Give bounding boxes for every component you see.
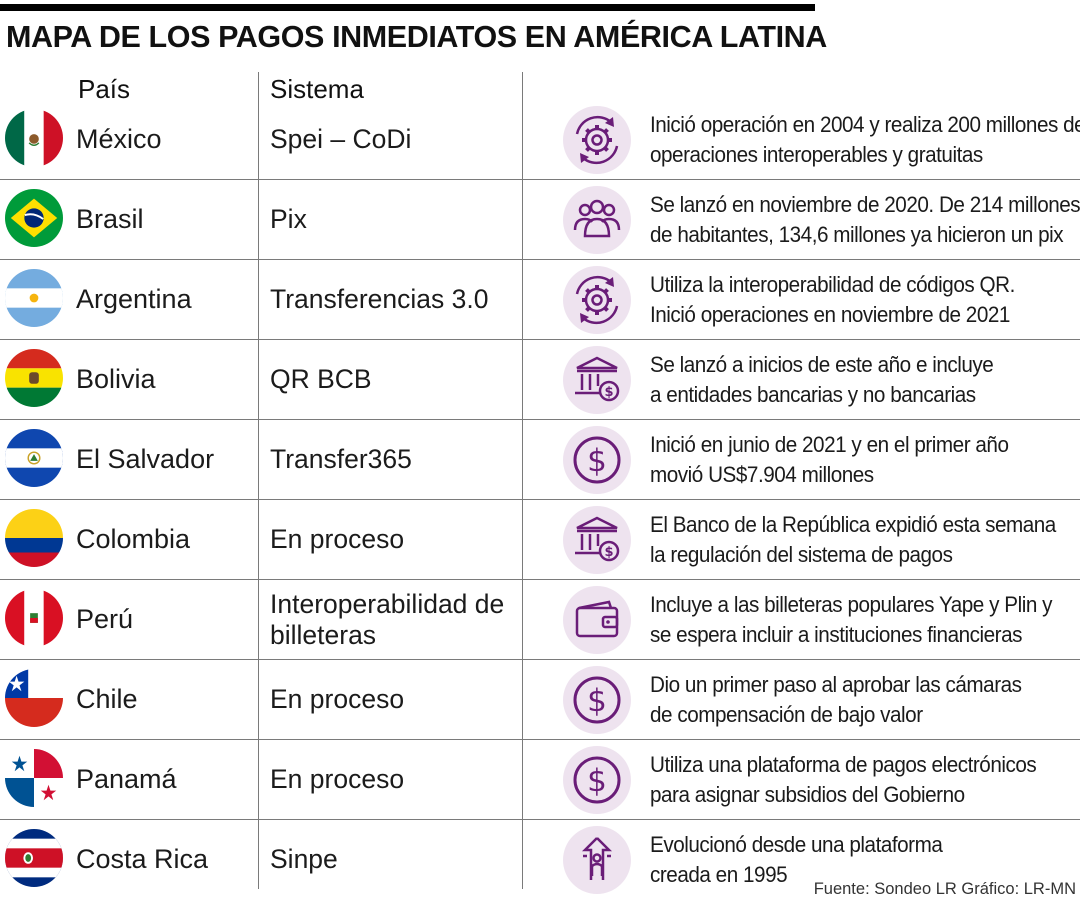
bolivia-flag-icon — [5, 349, 63, 407]
table-row: Panamá En proceso $ Utiliza una platafor… — [0, 740, 1080, 820]
country-name: Chile — [76, 684, 138, 714]
description-line: Se lanzó en noviembre de 2020. De 214 mi… — [650, 191, 1080, 217]
description: Inició operación en 2004 y realiza 200 m… — [650, 100, 1080, 179]
table-row: Chile En proceso $ Dio un primer paso al… — [0, 660, 1080, 740]
system-name: QR BCB — [270, 364, 372, 394]
column-divider-2 — [522, 72, 523, 889]
dollar-circle-icon: $ — [563, 666, 631, 734]
description-line: de compensación de bajo valor — [650, 701, 923, 727]
column-divider-1 — [258, 72, 259, 889]
description: Evolucionó desde una plataforma creada en… — [650, 820, 1054, 899]
description-line: de habitantes, 134,6 millones ya hiciero… — [650, 221, 1064, 247]
description: Se lanzó en noviembre de 2020. De 214 mi… — [650, 180, 1080, 259]
description-line: se espera incluir a instituciones financ… — [650, 621, 1022, 647]
svg-text:$: $ — [604, 545, 613, 560]
description: Inició en junio de 2021 y en el primer a… — [650, 420, 1054, 499]
system-name: Sinpe — [270, 844, 338, 874]
bank-dollar-icon: $ — [563, 346, 631, 414]
description: Se lanzó a inicios de este año e incluye… — [650, 340, 1054, 419]
description-line: Inició operaciones en noviembre de 2021 — [650, 301, 1010, 327]
system-name: Interoperabilidad de billeteras — [270, 588, 505, 650]
costa-rica-flag-icon — [5, 829, 63, 887]
system-name: En proceso — [270, 684, 405, 714]
description-line: Se lanzó a inicios de este año e incluye — [650, 351, 994, 377]
description-line: a entidades bancarias y no bancarias — [650, 381, 976, 407]
page-title: MAPA DE LOS PAGOS INMEDIATOS EN AMÉRICA … — [6, 20, 827, 54]
table-row: Costa Rica Sinpe Evolucionó desde una pl… — [0, 820, 1080, 899]
description-line: operaciones interoperables y gratuitas — [650, 141, 983, 167]
description-line: Dio un primer paso al aprobar las cámara… — [650, 671, 1022, 697]
description: Incluye a las billeteras populares Yape … — [650, 580, 1054, 659]
description-line: Inició operación en 2004 y realiza 200 m… — [650, 111, 1080, 137]
country-name: Bolivia — [76, 364, 156, 394]
el-salvador-flag-icon — [5, 429, 63, 487]
description-line: Evolucionó desde una plataforma — [650, 831, 943, 857]
description: Utiliza una plataforma de pagos electrón… — [650, 740, 1054, 819]
system-name: Spei – CoDi — [270, 124, 412, 154]
table-row: Brasil Pix Se lanzó en noviembre de 2020… — [0, 180, 1080, 260]
svg-text:$: $ — [587, 763, 607, 799]
description-line: creada en 1995 — [650, 861, 788, 887]
svg-text:$: $ — [587, 443, 607, 479]
people-group-icon — [563, 186, 631, 254]
description: El Banco de la República expidió esta se… — [650, 500, 1056, 579]
country-name: Brasil — [76, 204, 144, 234]
description-line: Utiliza una plataforma de pagos electrón… — [650, 751, 1037, 777]
table-row: Bolivia QR BCB $ Se lanzó a inicios de e… — [0, 340, 1080, 420]
top-rule — [0, 4, 815, 11]
description-line: Incluye a las billeteras populares Yape … — [650, 591, 1053, 617]
description-line: Utiliza la interoperabilidad de códigos … — [650, 271, 1015, 297]
dollar-circle-icon: $ — [563, 426, 631, 494]
system-name: En proceso — [270, 524, 405, 554]
header-country: País — [78, 74, 131, 104]
dollar-circle-icon: $ — [563, 746, 631, 814]
country-name: Perú — [76, 604, 134, 634]
wallet-icon — [563, 586, 631, 654]
system-name: Transfer365 — [270, 444, 412, 474]
brazil-flag-icon — [5, 189, 63, 247]
description-line: Inició en junio de 2021 y en el primer a… — [650, 431, 1009, 457]
gear-cycle-icon — [563, 106, 631, 174]
description-line: movió US$7.904 millones — [650, 461, 874, 487]
description-line: El Banco de la República expidió esta se… — [650, 511, 1056, 537]
panama-flag-icon — [5, 749, 63, 807]
country-name: México — [76, 124, 162, 154]
mexico-flag-icon — [5, 109, 63, 167]
description: Utiliza la interoperabilidad de códigos … — [650, 260, 1054, 339]
table-row: Argentina Transferencias 3.0 Utiliza la … — [0, 260, 1080, 340]
peru-flag-icon — [5, 589, 63, 647]
table-row: El Salvador Transfer365 $ Inició en juni… — [0, 420, 1080, 500]
description-line: la regulación del sistema de pagos — [650, 541, 953, 567]
description: Dio un primer paso al aprobar las cámara… — [650, 660, 1054, 739]
country-name: El Salvador — [76, 444, 215, 474]
system-name: En proceso — [270, 764, 405, 794]
argentina-flag-icon — [5, 269, 63, 327]
description-line: para asignar subsidios del Gobierno — [650, 781, 965, 807]
system-name: Pix — [270, 204, 307, 234]
bank-dollar-icon: $ — [563, 506, 631, 574]
country-name: Colombia — [76, 524, 191, 554]
growth-person-icon — [563, 826, 631, 894]
system-name: Transferencias 3.0 — [270, 284, 489, 314]
table-row: México Spei – CoDi Inició operación en 2… — [0, 100, 1080, 180]
colombia-flag-icon — [5, 509, 63, 567]
country-name: Argentina — [76, 284, 192, 314]
table-row: Perú Interoperabilidad de billeteras Inc… — [0, 580, 1080, 660]
country-name: Panamá — [76, 764, 177, 794]
svg-text:$: $ — [604, 385, 613, 400]
svg-text:$: $ — [587, 683, 607, 719]
table-row: Colombia En proceso $ El Banco de la Rep… — [0, 500, 1080, 580]
chile-flag-icon — [5, 669, 63, 727]
gear-cycle-icon — [563, 266, 631, 334]
payments-table: México Spei – CoDi Inició operación en 2… — [0, 100, 1080, 899]
header-system: Sistema — [270, 74, 364, 104]
country-name: Costa Rica — [76, 844, 209, 874]
source-credit: Fuente: Sondeo LR Gráfico: LR-MN — [813, 880, 1076, 898]
